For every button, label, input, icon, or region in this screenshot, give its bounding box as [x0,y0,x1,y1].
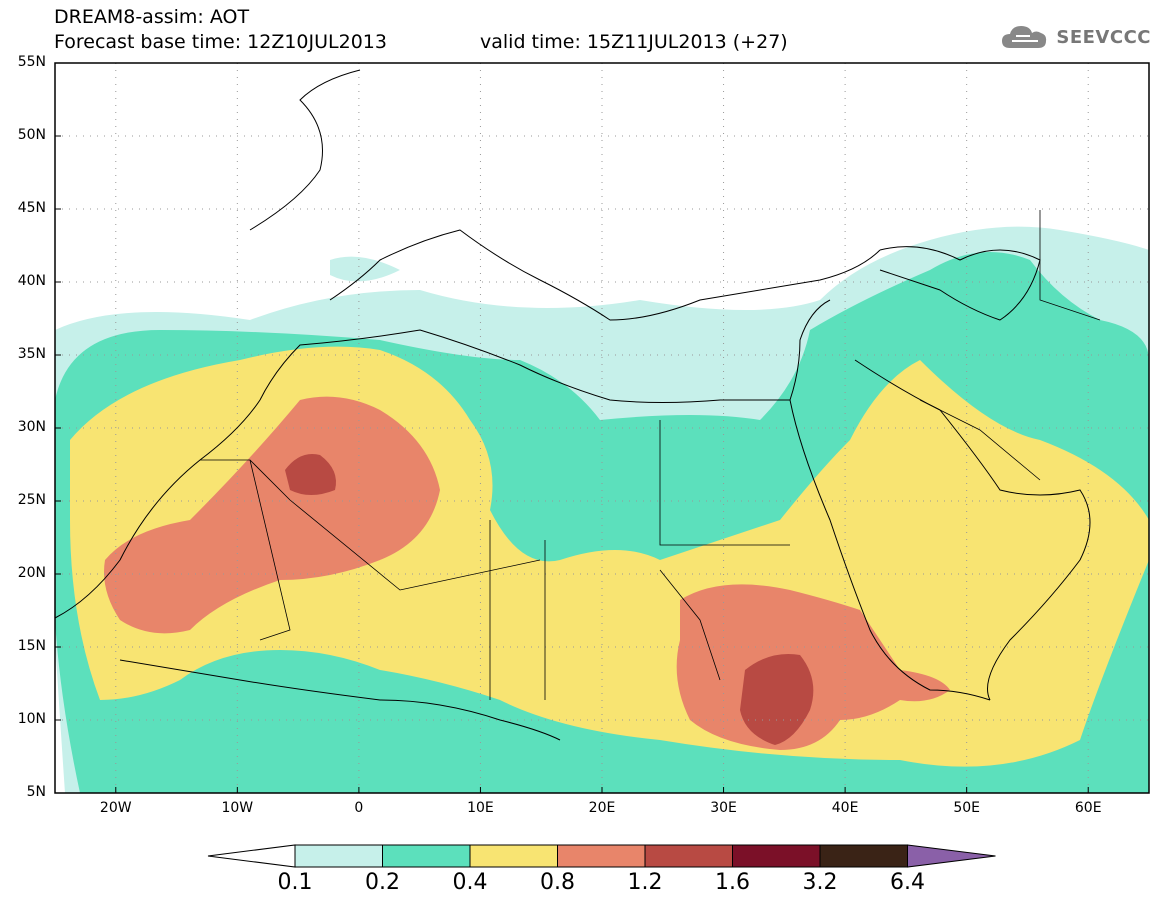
lon-label: 40E [831,800,859,816]
colorbar-swatch [644,844,733,868]
lat-label: 50N [17,127,46,143]
lon-label: 30E [710,800,737,816]
valid-time: valid time: 15Z11JUL2013 (+27) [480,31,788,53]
lat-label: 5N [26,784,46,800]
lat-label: 55N [17,54,46,70]
aot-contour-1.2-east [740,654,814,745]
colorbar-swatch [557,844,646,868]
logo-text: SEEVCCC [1056,26,1151,48]
seevccc-logo: SEEVCCC [1000,22,1151,52]
colorbar-upper-extension [907,844,996,868]
lat-label: 35N [17,346,46,362]
colorbar-swatch [382,844,471,868]
lat-label: 30N [17,419,46,435]
colorbar-level-label: 1.2 [627,870,663,895]
map-ticks [55,62,1089,794]
colorbar-level-label: 0.1 [277,870,313,895]
lon-label: 60E [1074,800,1102,816]
aot-contour-1.2-west [285,454,336,495]
cloud-icon [1002,26,1047,48]
lon-label: 10W [221,800,254,816]
lat-label: 25N [17,492,46,508]
forecast-base-time: Forecast base time: 12Z10JUL2013 [54,31,387,53]
lat-label: 15N [17,638,46,654]
colorbar-level-label: 6.4 [890,870,925,895]
lon-label: 0 [354,800,364,816]
lon-label: 50E [953,800,980,816]
aot-contour-0.1-blob [330,256,400,282]
colorbar-level-label: 0.2 [365,870,400,895]
chart-title-line1: DREAM8-assim: AOT [54,6,250,28]
colorbar-lower-extension [207,844,296,868]
colorbar-swatch [732,844,821,868]
lat-label: 40N [17,273,46,289]
aot-colorbar [207,844,996,868]
colorbar-swatch [294,844,383,868]
lon-label: 20W [99,800,132,816]
lon-label: 10E [467,800,494,816]
lat-label: 45N [17,200,46,216]
lon-label: 20E [588,800,616,816]
colorbar-level-label: 0.8 [540,870,575,895]
colorbar-level-label: 3.2 [802,870,838,895]
colorbar-swatch [819,844,908,868]
map-borders [200,210,1101,700]
colorbar-level-label: 0.4 [452,870,488,895]
lat-label: 10N [17,711,46,727]
colorbar-level-label: 1.6 [715,870,750,895]
colorbar-swatch [469,844,558,868]
map-gridlines [55,63,1149,793]
lat-label: 20N [17,565,46,581]
